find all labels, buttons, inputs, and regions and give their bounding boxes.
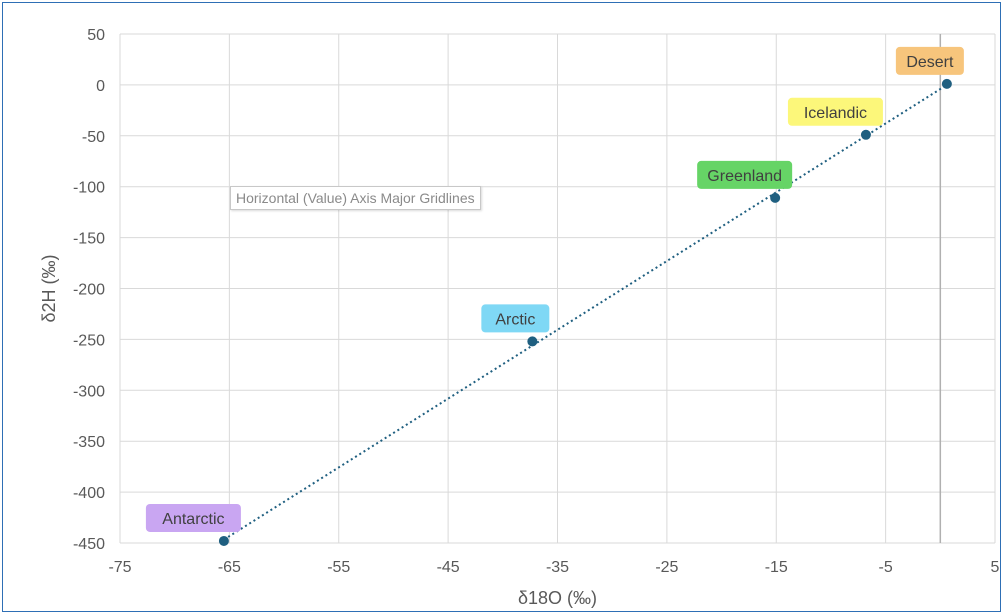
data-label-box: [787, 97, 883, 126]
y-tick-label: -300: [73, 383, 105, 400]
y-tick-label: -250: [73, 332, 105, 349]
y-tick-label: 50: [87, 27, 105, 44]
y-tick-label: -350: [73, 434, 105, 451]
data-label-arctic: Arctic: [481, 304, 550, 333]
y-tick-label: -450: [73, 536, 105, 553]
data-label-greenland: Greenland: [697, 160, 793, 189]
data-label-icelandic: Icelandic: [787, 97, 883, 126]
y-tick-label: -100: [73, 180, 105, 197]
x-tick-label: -15: [765, 559, 788, 576]
x-tick-label: -5: [879, 559, 893, 576]
x-tick-label: -75: [108, 559, 131, 576]
data-point-antarctic: [218, 535, 229, 546]
data-point-arctic: [527, 336, 538, 347]
x-tick-label: -45: [437, 559, 460, 576]
trendline-path: [223, 84, 948, 541]
data-label-text: Icelandic: [804, 105, 867, 122]
data-points: [218, 78, 952, 546]
y-tick-labels: 50 0 -50 -100 -150 -200 -250 -300 -350 -400 -450: [73, 27, 105, 553]
data-label-text: Desert: [906, 54, 954, 71]
y-tick-label: -50: [82, 129, 105, 146]
x-tick-label: 5: [991, 559, 1000, 576]
data-label-box: [697, 160, 793, 189]
data-label-desert: Desert: [895, 46, 964, 75]
y-tick-label: 0: [96, 78, 105, 95]
y-axis-title: δ2H (‰): [39, 254, 59, 322]
x-tick-label: -55: [327, 559, 350, 576]
x-tick-labels: -75 -65 -55 -45 -35 -25 -15 -5 5: [108, 559, 999, 576]
gridlines-tooltip: Horizontal (Value) Axis Major Gridlines: [230, 186, 481, 210]
data-point-icelandic: [860, 129, 871, 140]
y-tick-label: -400: [73, 485, 105, 502]
y-tick-label: -150: [73, 231, 105, 248]
data-label-text: Greenland: [707, 168, 782, 185]
x-axis-title: δ18O (‰): [518, 588, 597, 608]
data-labels: Antarctic Arctic Greenland Icelandic Desert: [145, 46, 964, 532]
scatter-chart: -75 -65 -55 -45 -35 -25 -15 -5 5 500-50-100-150-…: [39, 27, 1000, 608]
y-tick-label: -200: [73, 282, 105, 299]
data-label-box: [481, 304, 550, 333]
data-point-greenland: [770, 192, 781, 203]
x-tick-label: -25: [655, 559, 678, 576]
data-label-antarctic: Antarctic: [145, 503, 241, 532]
data-point-desert: [941, 78, 952, 89]
data-label-box: [895, 46, 964, 75]
gridlines: [119, 33, 996, 544]
data-label-box: [145, 503, 241, 532]
trendline: [223, 84, 948, 541]
data-label-text: Arctic: [495, 311, 535, 328]
x-tick-label: -65: [218, 559, 241, 576]
x-tick-label: -35: [546, 559, 569, 576]
data-label-text: Antarctic: [162, 511, 224, 528]
